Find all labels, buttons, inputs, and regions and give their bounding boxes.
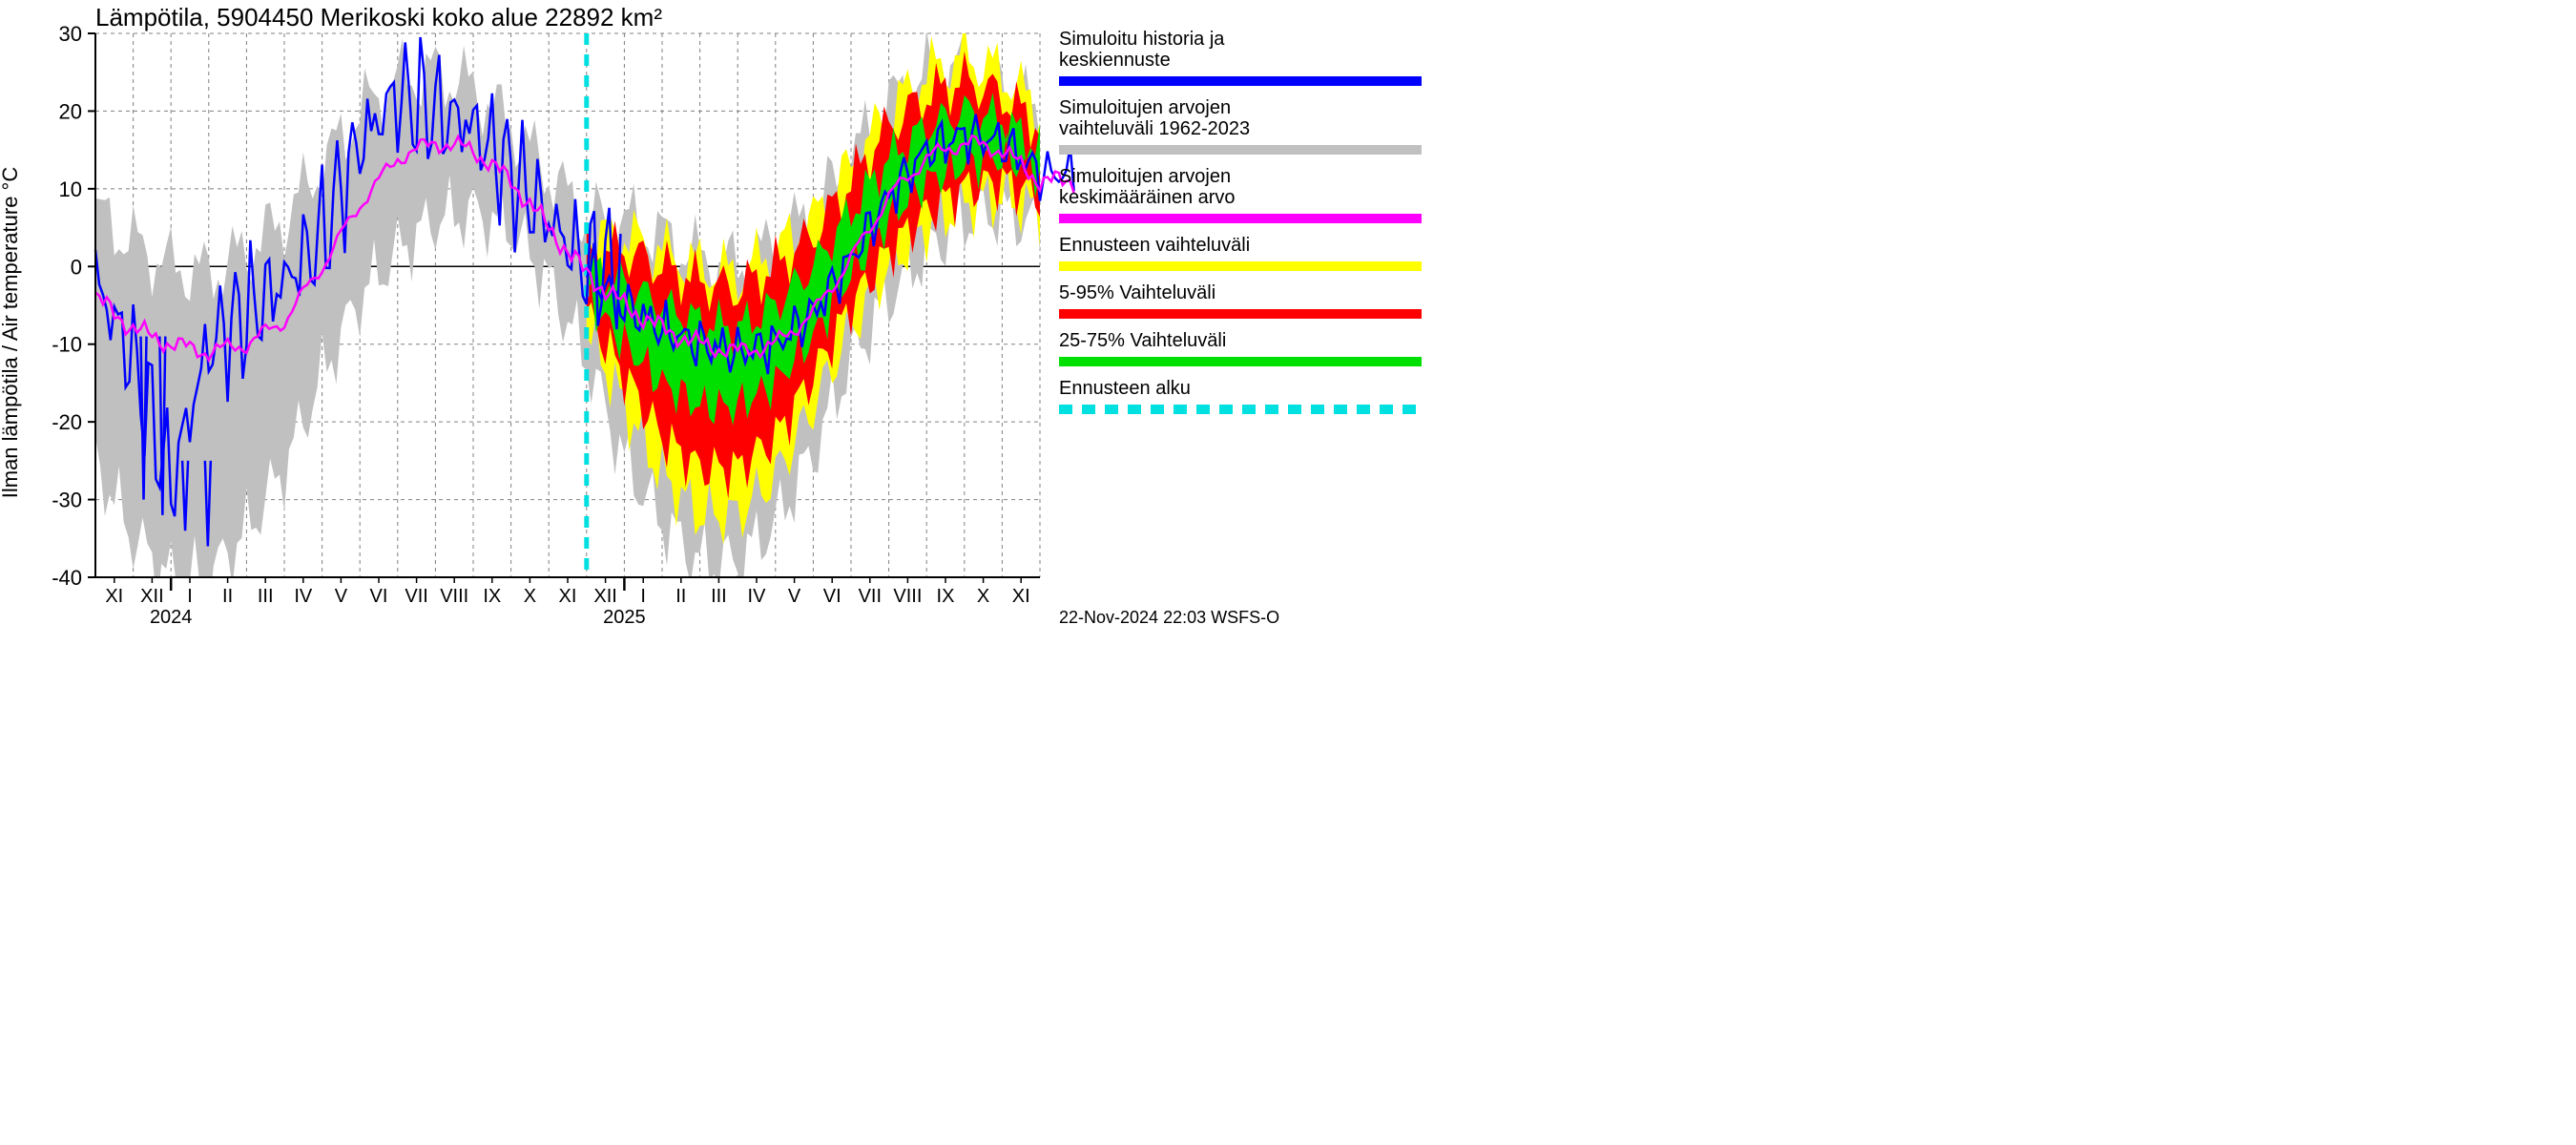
x-month-label: VIII — [440, 586, 468, 607]
x-month-label: V — [788, 586, 801, 607]
x-month-label: I — [187, 586, 193, 607]
x-month-label: XII — [593, 586, 616, 607]
y-tick-label: -40 — [52, 566, 82, 590]
x-year-label: 2024 — [150, 607, 193, 628]
x-month-label: IV — [748, 586, 767, 607]
y-tick-label: -10 — [52, 333, 82, 357]
x-month-label: IV — [294, 586, 313, 607]
temperature-forecast-chart: Lämpötila, 5904450 Merikoski koko alue 2… — [0, 0, 1431, 636]
x-month-label: III — [258, 586, 274, 607]
x-month-label: II — [222, 586, 233, 607]
x-month-label: VII — [859, 586, 882, 607]
x-month-label: IX — [937, 586, 955, 607]
y-tick-label: 20 — [59, 99, 82, 123]
x-month-label: XI — [1012, 586, 1030, 607]
chart-title: Lämpötila, 5904450 Merikoski koko alue 2… — [95, 3, 662, 31]
y-tick-label: 0 — [71, 255, 82, 279]
y-tick-label: -30 — [52, 489, 82, 512]
legend-label: keskiennuste — [1059, 50, 1171, 71]
legend-label: Ennusteen vaihteluväli — [1059, 235, 1250, 256]
x-month-label: V — [335, 586, 348, 607]
x-month-label: XI — [105, 586, 123, 607]
x-month-label: VI — [370, 586, 388, 607]
y-axis-label: Ilman lämpötila / Air temperature °C — [0, 167, 22, 499]
x-month-label: VI — [823, 586, 841, 607]
x-month-label: VIII — [893, 586, 922, 607]
legend-label: Simuloitu historia ja — [1059, 29, 1225, 50]
legend-label: Simuloitujen arvojen — [1059, 166, 1231, 187]
x-year-label: 2025 — [603, 607, 646, 628]
legend-label: Ennusteen alku — [1059, 378, 1191, 399]
x-month-label: I — [640, 586, 646, 607]
x-month-label: XII — [140, 586, 163, 607]
x-month-label: II — [675, 586, 686, 607]
y-tick-label: 10 — [59, 177, 82, 201]
x-month-label: IX — [483, 586, 501, 607]
x-month-label: X — [524, 586, 536, 607]
legend-label: 5-95% Vaihteluväli — [1059, 282, 1215, 303]
x-month-label: XI — [559, 586, 577, 607]
legend-label: Simuloitujen arvojen — [1059, 97, 1231, 118]
x-month-label: X — [977, 586, 989, 607]
legend-label: vaihteluväli 1962-2023 — [1059, 118, 1250, 139]
chart-footer: 22-Nov-2024 22:03 WSFS-O — [1059, 608, 1279, 627]
x-month-label: VII — [405, 586, 427, 607]
legend-label: keskimääräinen arvo — [1059, 187, 1236, 208]
y-tick-label: 30 — [59, 22, 82, 46]
legend-label: 25-75% Vaihteluväli — [1059, 330, 1226, 351]
x-month-label: III — [711, 586, 727, 607]
y-tick-label: -20 — [52, 410, 82, 434]
